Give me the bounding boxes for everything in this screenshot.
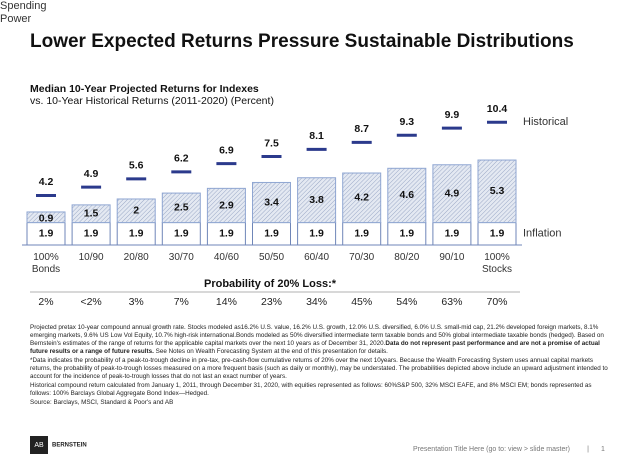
x-tick-label: 10/90 [78,252,104,263]
value-label: 8.1 [309,130,324,142]
value-label: 6.2 [174,153,189,165]
value-label: 2.5 [174,202,189,214]
value-label: 7.5 [264,137,279,149]
loss-title: Probability of 20% Loss:* [204,278,337,290]
value-label: 3.8 [309,194,324,206]
spending-bar [26,211,66,224]
value-label: 4.2 [39,176,54,188]
value-label: 9.3 [399,116,414,128]
footer-text: Presentation Title Here (go to: view > s… [413,446,570,453]
loss-label: 70% [486,296,507,308]
logo-text: BERNSTEIN [52,443,87,449]
value-label: 1.9 [354,228,369,240]
loss-label: 3% [129,296,144,308]
x-tick-label: 40/60 [213,252,239,263]
value-label: 1.9 [399,228,414,240]
value-label: 2.9 [219,199,234,211]
value-label: 1.9 [174,228,189,240]
footnote: Projected pretax 10-year compound annual… [30,324,610,356]
spending-bar [297,177,337,224]
page-title: Lower Expected Returns Pressure Sustaina… [30,31,574,52]
value-label: 8.7 [354,123,369,135]
spending-bar [342,172,382,224]
value-label: 6.9 [219,144,234,156]
x-tick-label: 100% Bonds [31,252,61,275]
footnotes: Projected pretax 10-year compound annual… [30,324,610,408]
x-tick-label: 80/20 [394,252,420,263]
x-tick-label: 20/80 [123,252,149,263]
footnote-text: See Notes on Wealth Forecasting System a… [153,348,388,355]
value-label: 4.9 [445,187,460,199]
value-label: 1.9 [219,228,234,240]
value-label: 1.9 [264,228,279,240]
loss-label: 23% [261,296,282,308]
value-label: 5.6 [129,160,144,172]
footnote: *Data indicates the probability of a pea… [30,357,608,380]
value-label: 4.6 [399,189,414,201]
value-label: 1.9 [129,228,144,240]
value-label: 5.3 [490,185,505,197]
loss-label: 45% [351,296,372,308]
spending-bar [161,192,201,224]
loss-label: <2% [80,296,101,308]
spending-bar [252,181,291,224]
value-label: 1.9 [84,228,99,240]
footnote: Historical compound return calculated fr… [30,382,592,397]
x-tick-label: 100% Stocks [481,252,512,275]
spending-bar [71,204,111,224]
logo-icon: AB [34,442,44,449]
spending-bar [116,198,156,224]
loss-label: 14% [216,296,237,308]
value-label: 3.4 [264,196,279,208]
x-tick-label: 90/10 [439,252,465,263]
value-label: 1.9 [39,228,54,240]
loss-label: 63% [441,296,462,308]
value-label: 1.5 [84,208,99,220]
value-label: 4.9 [84,168,99,180]
value-label: 2 [133,205,139,217]
footer-separator: | [587,446,589,453]
value-label: 9.9 [445,109,460,121]
footnote-text: Projected pretax 10-year compound annual… [30,324,604,347]
x-tick-label: 30/70 [168,252,194,263]
footnote-bold: Data do not represent past performance a… [30,340,600,355]
spending-bar [206,187,246,224]
value-label: 1.9 [445,228,460,240]
legend-label: Historical [523,116,568,128]
chart-subtitle: vs. 10-Year Historical Returns (2011-202… [30,95,274,107]
chart-title: Median 10-Year Projected Returns for Ind… [30,83,259,95]
logo-box [30,436,48,454]
spending-bar [387,167,427,224]
value-label: 1.9 [309,228,324,240]
loss-label: 7% [174,296,189,308]
x-tick-label: 60/40 [304,252,330,263]
spending-bar [432,164,472,224]
value-label: 4.2 [354,192,369,204]
value-label: 1.9 [490,228,505,240]
spending-bar [477,159,517,224]
value-label: 0.9 [39,213,54,225]
page-number: 1 [601,446,605,453]
footnote: Source: Barclays, MSCI, Standard & Poor'… [30,399,174,406]
x-tick-label: 50/50 [258,252,285,263]
loss-label: 34% [306,296,327,308]
value-label: 10.4 [487,103,508,115]
legend-label: Spending Power [0,0,47,25]
legend-label: Inflation [523,228,562,240]
loss-label: 2% [38,296,53,308]
loss-label: 54% [396,296,417,308]
x-tick-label: 70/30 [349,252,375,263]
